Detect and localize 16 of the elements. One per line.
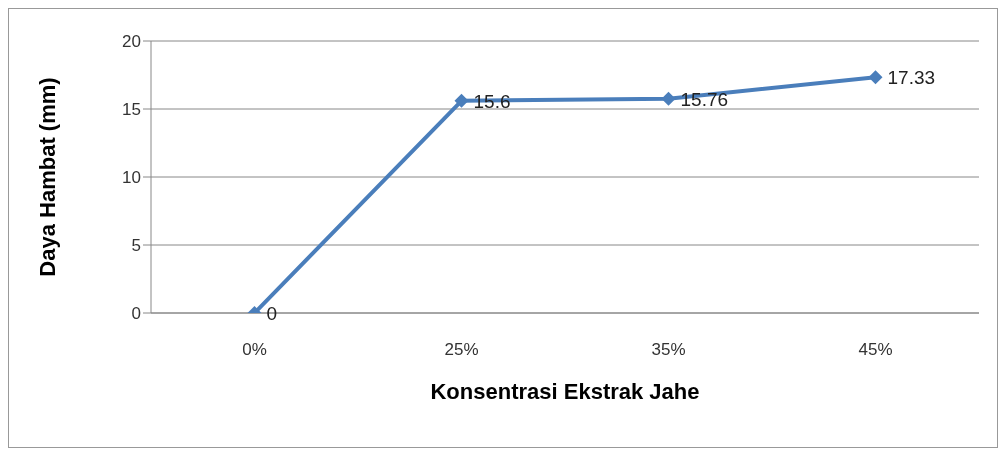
point [454, 93, 469, 108]
y-tick-label: 0 [131, 304, 141, 324]
x-tick-label: 45% [858, 340, 893, 360]
y-tick-label: 15 [122, 100, 141, 120]
y-tick-label: 10 [122, 168, 141, 188]
point [868, 70, 883, 85]
data-label: 17.33 [887, 67, 936, 89]
point [661, 91, 676, 106]
x-tick-label: 35% [651, 340, 686, 360]
x-tick-label: 25% [444, 340, 479, 360]
y-tick-label: 5 [131, 236, 141, 256]
x-tick-label: 0% [242, 340, 267, 360]
x-axis-title: Konsentrasi Ekstrak Jahe [430, 379, 700, 404]
y-tick-label: 20 [122, 32, 141, 52]
y-axis-title: Daya Hambat (mm) [34, 77, 60, 277]
data-label: 0 [266, 303, 278, 324]
